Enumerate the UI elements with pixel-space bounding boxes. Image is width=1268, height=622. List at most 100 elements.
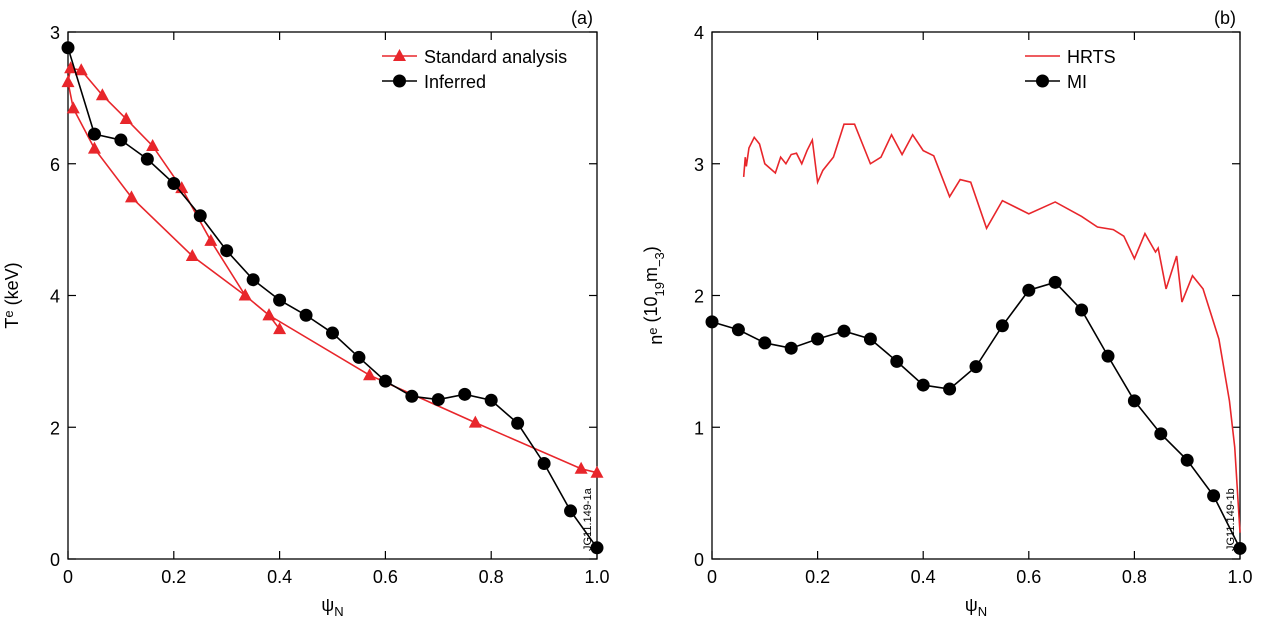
data-point xyxy=(784,341,798,355)
data-point xyxy=(511,416,525,430)
data-point xyxy=(273,293,287,307)
x-axis-label-part: N xyxy=(334,604,343,619)
data-point xyxy=(95,88,109,101)
y-tick-label: 2 xyxy=(694,287,704,307)
data-point xyxy=(220,244,234,258)
x-tick-label: 1.0 xyxy=(1227,567,1252,587)
data-point xyxy=(1154,427,1168,441)
data-point xyxy=(238,288,252,301)
data-point xyxy=(564,504,578,518)
data-point xyxy=(124,190,138,203)
y-axis-label-part: 19 xyxy=(652,282,667,296)
y-axis-label-part: e xyxy=(1,310,16,317)
data-point xyxy=(1101,349,1115,363)
data-point xyxy=(1075,303,1089,317)
y-axis-label-part: (keV) xyxy=(2,262,22,310)
panel-label: (b) xyxy=(1214,8,1236,28)
data-point xyxy=(590,541,604,555)
data-point xyxy=(114,133,128,147)
x-tick-label: 0.4 xyxy=(267,567,292,587)
data-point xyxy=(119,111,133,124)
x-axis-label: ψN xyxy=(965,595,987,619)
legend-marker xyxy=(1036,74,1049,88)
data-point xyxy=(458,387,472,401)
data-point xyxy=(66,101,80,114)
data-point xyxy=(431,393,445,407)
annotation: JG11.149-1b xyxy=(1225,488,1237,551)
data-point xyxy=(87,127,101,141)
data-point xyxy=(468,415,482,428)
data-line xyxy=(742,123,1241,533)
x-axis-label-part: ψ xyxy=(321,595,334,615)
data-point xyxy=(484,393,498,407)
x-tick-label: 0.2 xyxy=(161,567,186,587)
data-point xyxy=(363,368,377,381)
panel: 0 1 2 3 4 0 0.2 0.4 0.6 0.8 1.0 (b) JG11.149-1b ne (1… xyxy=(641,8,1253,619)
annotation: JG11.149-1a xyxy=(582,487,594,551)
data-point xyxy=(890,354,904,368)
y-tick-label: 3 xyxy=(50,23,60,43)
x-axis-label-part: N xyxy=(978,604,987,619)
x-tick-label: 1.0 xyxy=(584,567,609,587)
x-tick-label: 0.6 xyxy=(1016,567,1041,587)
data-point xyxy=(378,374,392,388)
data-point xyxy=(61,41,75,55)
data-point xyxy=(1048,275,1062,289)
y-tick-label: 6 xyxy=(50,155,60,175)
y-tick-label: 0 xyxy=(694,550,704,570)
data-point xyxy=(590,465,604,478)
plot-frame xyxy=(67,31,598,560)
legend-label: MI xyxy=(1067,72,1087,92)
data-point xyxy=(405,389,419,403)
y-tick-label: 0 xyxy=(50,550,60,570)
data-line xyxy=(67,67,598,474)
y-axis-label-part: n xyxy=(646,335,666,345)
y-axis-label-part: −3 xyxy=(652,252,667,267)
data-point xyxy=(969,360,983,374)
x-tick-label: 0.8 xyxy=(479,567,504,587)
legend-marker xyxy=(393,49,406,61)
legend-label: HRTS xyxy=(1067,47,1116,67)
data-point xyxy=(943,382,957,396)
panel-label: (a) xyxy=(571,8,593,28)
data-point xyxy=(262,308,276,321)
y-axis-label-part: T xyxy=(2,318,22,329)
data-point xyxy=(193,209,207,223)
data-point xyxy=(167,177,181,191)
y-tick-label: 4 xyxy=(50,287,60,307)
plot-frame xyxy=(711,31,1241,560)
data-point xyxy=(64,61,78,74)
data-point xyxy=(537,456,551,470)
data-point xyxy=(574,461,588,474)
data-line xyxy=(67,47,598,549)
data-point xyxy=(863,332,877,346)
y-tick-label: 2 xyxy=(50,418,60,438)
data-point xyxy=(705,315,719,329)
data-point xyxy=(1233,541,1247,555)
y-tick-label: 4 xyxy=(694,23,704,43)
y-axis-label: ne (1019m−3) xyxy=(641,246,667,345)
x-tick-label: 0.6 xyxy=(373,567,398,587)
data-point xyxy=(1022,283,1036,297)
y-tick-label: 3 xyxy=(694,155,704,175)
data-point xyxy=(74,63,88,76)
y-axis-label-part: (10 xyxy=(641,297,661,328)
y-axis-label: Te (keV) xyxy=(1,262,22,328)
data-point xyxy=(87,141,101,154)
x-tick-label: 0 xyxy=(63,567,73,587)
data-point xyxy=(299,308,313,322)
data-point xyxy=(61,75,75,88)
data-point xyxy=(837,324,851,338)
x-tick-label: 0.2 xyxy=(805,567,830,587)
data-point xyxy=(352,350,366,364)
data-line xyxy=(711,281,1241,549)
panel: 0 2 4 6 3 0 0.2 0.4 0.6 0.8 1.0 (a) JG11.149-1a Te (k… xyxy=(1,8,610,619)
y-tick-label: 1 xyxy=(694,418,704,438)
data-point xyxy=(140,152,154,166)
data-point xyxy=(811,332,825,346)
data-point xyxy=(246,273,260,287)
data-point xyxy=(273,322,287,335)
data-point xyxy=(995,319,1009,333)
data-point xyxy=(326,326,339,340)
